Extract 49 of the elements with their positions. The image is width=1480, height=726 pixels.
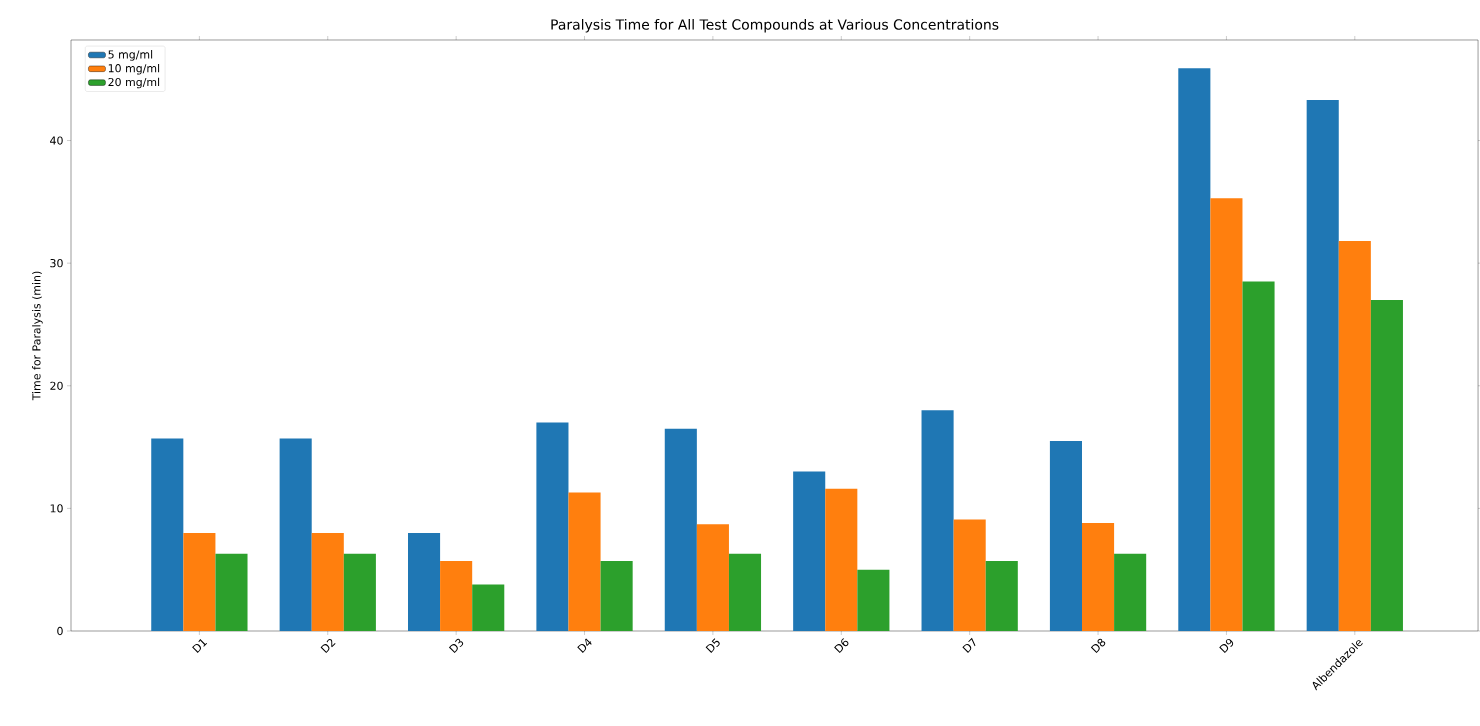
legend-label: 20 mg/ml bbox=[108, 77, 160, 89]
bar bbox=[408, 532, 441, 631]
y-tick-label: 20 bbox=[50, 381, 63, 390]
x-tick-label: D7 bbox=[962, 637, 976, 653]
bar bbox=[311, 532, 344, 631]
bar bbox=[151, 438, 184, 631]
bar bbox=[1178, 68, 1211, 631]
bar bbox=[279, 438, 312, 631]
bar bbox=[1338, 241, 1371, 631]
legend-label: 10 mg/ml bbox=[108, 63, 160, 75]
bar bbox=[953, 519, 986, 631]
bar bbox=[1114, 553, 1147, 631]
bar bbox=[343, 553, 376, 631]
y-tick-label: 10 bbox=[50, 504, 63, 513]
bar bbox=[472, 584, 505, 631]
x-tick-label: D4 bbox=[577, 638, 592, 653]
x-tick-label: D1 bbox=[192, 639, 208, 653]
x-tick-label: D9 bbox=[1219, 638, 1234, 654]
chart-title: Paralysis Time for All Test Compounds at Various Concentrations bbox=[551, 19, 999, 33]
y-axis-title: Time for Paralysis (min) bbox=[32, 271, 43, 401]
x-tick-label: D2 bbox=[320, 638, 336, 654]
bar bbox=[921, 410, 954, 631]
y-tick-label: 40 bbox=[50, 136, 63, 145]
x-tick-label: D3 bbox=[448, 638, 464, 654]
x-tick-label: D8 bbox=[1090, 638, 1106, 654]
bar bbox=[1242, 281, 1275, 631]
bar bbox=[568, 492, 601, 631]
x-tick-label: D6 bbox=[834, 638, 849, 654]
x-tick-label: D5 bbox=[705, 638, 720, 653]
y-tick-label: 0 bbox=[57, 626, 63, 636]
bar bbox=[1049, 440, 1082, 631]
bar bbox=[536, 422, 569, 631]
bar bbox=[1082, 523, 1115, 631]
bar bbox=[985, 561, 1018, 631]
bar bbox=[1370, 299, 1403, 631]
y-tick-label: 30 bbox=[50, 259, 63, 268]
bar bbox=[664, 428, 697, 631]
bar bbox=[183, 532, 216, 631]
bar bbox=[215, 553, 248, 631]
bar bbox=[1210, 198, 1243, 631]
legend-label: 5 mg/ml bbox=[108, 50, 153, 61]
bar bbox=[857, 569, 890, 631]
bar bbox=[600, 561, 633, 631]
bar bbox=[440, 561, 473, 631]
bar bbox=[825, 488, 858, 631]
bar bbox=[1306, 100, 1339, 631]
bar bbox=[696, 524, 729, 631]
bar bbox=[793, 471, 826, 631]
bar bbox=[728, 553, 762, 631]
